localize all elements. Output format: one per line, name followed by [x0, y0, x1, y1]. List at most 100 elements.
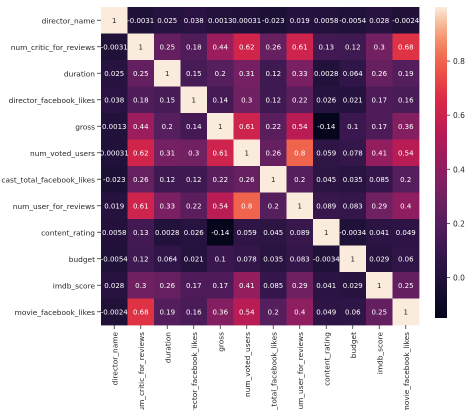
heatmap-cell-label: 0.25 — [133, 70, 149, 78]
heatmap-cell — [366, 7, 393, 34]
heatmap-cell — [313, 139, 340, 167]
x-axis-tick-label: cast_total_facebook_likes — [269, 332, 278, 410]
heatmap-cell-label: 0.8 — [241, 202, 252, 210]
heatmap-cell-label: 0.29 — [292, 282, 308, 290]
heatmap-cell-label: 0.028 — [369, 17, 389, 25]
heatmap-cell — [339, 166, 367, 193]
y-axis-tick-label: num_user_for_reviews — [13, 202, 95, 211]
heatmap-cell — [286, 245, 314, 273]
heatmap-cell-label: 0.0028 — [314, 70, 339, 78]
heatmap-cell-label: 0.059 — [316, 149, 336, 157]
heatmap-cell-label: 0.029 — [369, 255, 389, 263]
heatmap-cell — [392, 86, 420, 114]
heatmap-cell — [127, 7, 155, 34]
heatmap-cell — [392, 192, 420, 220]
heatmap-cell-label: -0.0054 — [339, 17, 367, 25]
heatmap-cell — [392, 60, 420, 87]
heatmap-cell-label: 0.54 — [398, 149, 414, 157]
heatmap-cell-label: 0.18 — [133, 96, 149, 104]
heatmap-cell — [260, 113, 287, 140]
heatmap-cell — [339, 272, 367, 299]
heatmap-cell-label: -0.0054 — [101, 255, 129, 263]
heatmap-cell — [286, 60, 314, 87]
heatmap-cell-label: 0.038 — [104, 96, 124, 104]
heatmap-cell-label: 1 — [271, 176, 275, 184]
heatmap-cell — [286, 272, 314, 299]
heatmap-cell — [313, 60, 340, 87]
heatmap-cell — [260, 86, 287, 114]
heatmap-cell — [207, 139, 234, 167]
heatmap-cell-label: 0.035 — [343, 176, 363, 184]
heatmap-cell — [127, 60, 155, 87]
y-axis-tick-label: duration — [64, 69, 95, 78]
heatmap-cell — [180, 7, 208, 34]
heatmap-cell — [366, 219, 393, 246]
heatmap-cell-label: 0.06 — [398, 255, 414, 263]
heatmap-cell-label: 0.36 — [212, 308, 228, 316]
heatmap-cell — [366, 33, 393, 61]
x-axis-tick-label: num_critic_for_reviews — [137, 332, 146, 410]
heatmap-cell-label: 0.049 — [396, 229, 416, 237]
heatmap-cell — [154, 139, 181, 167]
heatmap-cell — [313, 245, 340, 273]
heatmap-cell-label: 0.17 — [212, 282, 228, 290]
heatmap-cell — [233, 86, 261, 114]
heatmap-cell — [366, 166, 393, 193]
heatmap-cell — [366, 298, 393, 326]
colorbar-tick-label: 0.8 — [453, 57, 465, 66]
x-axis-tick-label: num_voted_users — [243, 332, 252, 397]
heatmap-cell-label: 0.0058 — [314, 17, 339, 25]
heatmap-cell — [286, 139, 314, 167]
heatmap-cell-label: 0.4 — [294, 308, 306, 316]
heatmap-cell — [154, 86, 181, 114]
heatmap-cell — [339, 298, 367, 326]
heatmap-cell — [127, 272, 155, 299]
heatmap-cell — [313, 33, 340, 61]
heatmap-cell-label: 0.26 — [159, 282, 175, 290]
heatmap-cell-label: 0.41 — [239, 282, 255, 290]
heatmap-cell-label: 0.26 — [265, 149, 281, 157]
heatmap-cell — [313, 219, 340, 246]
colorbar-gradient — [435, 7, 447, 318]
heatmap-cell — [392, 139, 420, 167]
heatmap-cell-label: 0.41 — [371, 149, 387, 157]
heatmap-cell — [101, 245, 128, 273]
heatmap-cell — [233, 192, 261, 220]
heatmap-cell — [233, 298, 261, 326]
heatmap-cell — [339, 245, 367, 273]
heatmap-cell — [180, 60, 208, 87]
heatmap-cell — [339, 33, 367, 61]
heatmap-cell — [101, 192, 128, 220]
heatmap-cell-label: 0.54 — [292, 123, 308, 131]
heatmap-cell — [233, 139, 261, 167]
heatmap-cell — [207, 272, 234, 299]
heatmap-cell — [339, 86, 367, 114]
heatmap-cell — [366, 272, 393, 299]
heatmap-cell-label: -0.0034 — [313, 255, 341, 263]
heatmap-cell-label: -0.023 — [103, 176, 126, 184]
heatmap-cell-label: 0.25 — [159, 43, 175, 51]
heatmap-cell — [154, 166, 181, 193]
heatmap-cell — [101, 113, 128, 140]
heatmap-cell — [180, 192, 208, 220]
x-axis-tick-label: duration — [163, 332, 172, 363]
y-axis-tick-label: director_name — [42, 16, 96, 25]
heatmap-cell — [339, 139, 367, 167]
heatmap-cell-label: -0.0031 — [127, 17, 154, 25]
heatmap-cell-label: 0.083 — [290, 255, 310, 263]
heatmap-cell-label: 0.049 — [316, 308, 336, 316]
y-axis-tick-label: num_voted_users — [30, 149, 95, 158]
heatmap-cell-label: 1 — [192, 96, 196, 104]
y-axis-tick-label: budget — [69, 255, 95, 264]
heatmap-cell-label: 0.041 — [316, 282, 336, 290]
heatmap-cell — [180, 245, 208, 273]
heatmap-cell-label: -0.023 — [262, 17, 285, 25]
heatmap-cell — [207, 86, 234, 114]
heatmap-cell — [313, 272, 340, 299]
heatmap-cell-label: 0.064 — [157, 255, 178, 263]
heatmap-cell-label: 1 — [404, 308, 408, 316]
heatmap-cell-label: 0.0028 — [155, 229, 180, 237]
heatmap-cell — [286, 33, 314, 61]
heatmap-cell — [366, 139, 393, 167]
heatmap-cell-label: 0.61 — [133, 202, 149, 210]
